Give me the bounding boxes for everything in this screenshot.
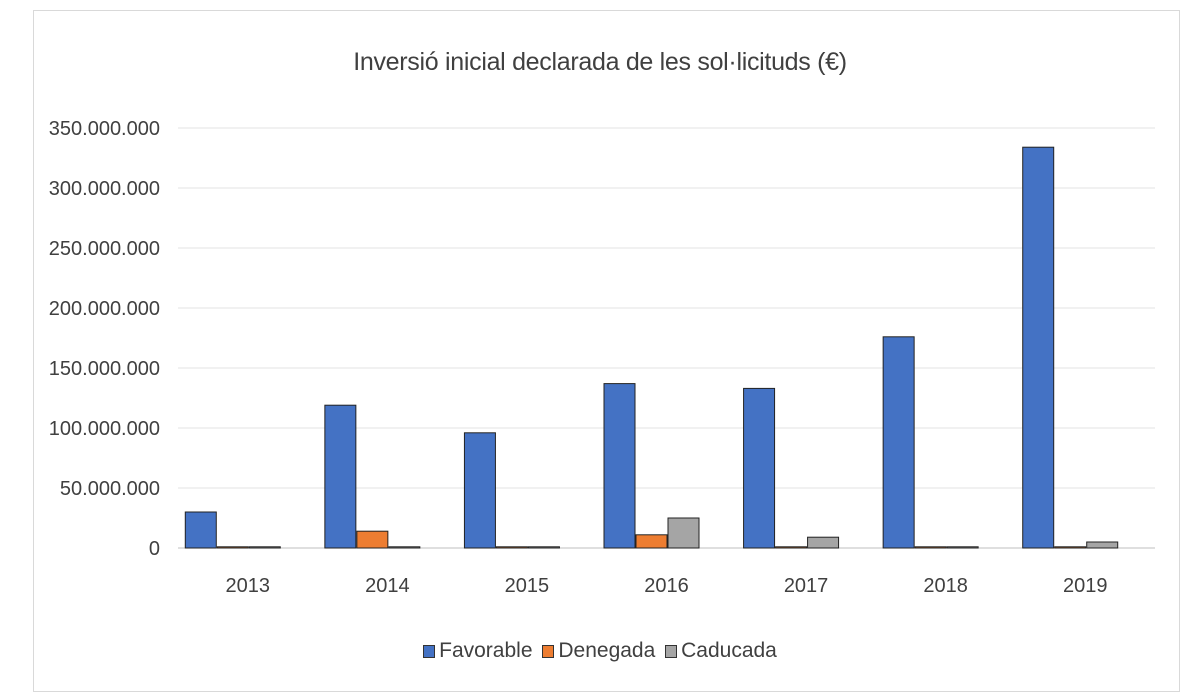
- legend-label-caducada: Caducada: [681, 639, 777, 662]
- bar-favorable-2018: [882, 336, 915, 549]
- y-tick-label: 100.000.000: [49, 418, 160, 440]
- bar-favorable-2013: [184, 511, 217, 549]
- bar-denegada-2019: [1054, 546, 1087, 549]
- chart-title: Inversió inicial declarada de les sol·li…: [353, 48, 847, 76]
- legend-swatch-favorable: [423, 644, 436, 658]
- x-tick-label: 2018: [923, 575, 968, 597]
- bar-chart: 0 50.000.000 100.000.000 150.000.000 200.000…: [49, 118, 1155, 597]
- bar-denegada-2016: [635, 534, 668, 549]
- bar-caducada-2019: [1086, 541, 1119, 549]
- x-tick-label: 2016: [644, 575, 689, 597]
- legend: Favorable Denegada Caducada: [0, 639, 1200, 664]
- legend-label-denegada: Denegada: [558, 639, 656, 662]
- y-tick-label: 0: [149, 538, 160, 560]
- legend-swatch-denegada: [542, 644, 555, 658]
- y-tick-label: 250.000.000: [49, 238, 160, 260]
- legend-item-caducada: Caducada: [665, 639, 777, 663]
- bar-favorable-2014: [324, 404, 357, 549]
- bar-caducada-2018: [946, 546, 979, 549]
- x-tick-label: 2019: [1063, 575, 1108, 597]
- x-tick-label: 2014: [365, 575, 410, 597]
- bar-favorable-2016: [603, 383, 636, 549]
- bar-denegada-2013: [216, 546, 249, 549]
- bar-denegada-2014: [356, 530, 389, 549]
- bar-denegada-2015: [495, 546, 528, 549]
- bar-favorable-2019: [1022, 146, 1055, 549]
- y-tick-label: 50.000.000: [60, 478, 160, 500]
- y-tick-label: 300.000.000: [49, 178, 160, 200]
- bar-caducada-2015: [527, 546, 560, 549]
- bar-denegada-2017: [775, 546, 808, 549]
- y-tick-label: 150.000.000: [49, 358, 160, 380]
- bar-caducada-2017: [807, 536, 840, 549]
- bar-caducada-2014: [388, 546, 421, 549]
- x-tick-label: 2015: [505, 575, 550, 597]
- x-tick-label: 2013: [226, 575, 271, 597]
- x-tick-label: 2017: [784, 575, 829, 597]
- y-tick-label: 350.000.000: [49, 118, 160, 140]
- legend-label-favorable: Favorable: [439, 639, 533, 662]
- legend-item-favorable: Favorable: [423, 639, 533, 663]
- bar-caducada-2013: [248, 546, 281, 549]
- legend-item-denegada: Denegada: [542, 639, 655, 663]
- bar-denegada-2018: [914, 546, 947, 549]
- chart-frame: [33, 10, 1180, 692]
- bar-favorable-2015: [463, 432, 496, 549]
- legend-swatch-caducada: [665, 644, 678, 658]
- bar-caducada-2016: [667, 517, 700, 549]
- y-tick-label: 200.000.000: [49, 298, 160, 320]
- bar-favorable-2017: [743, 387, 776, 549]
